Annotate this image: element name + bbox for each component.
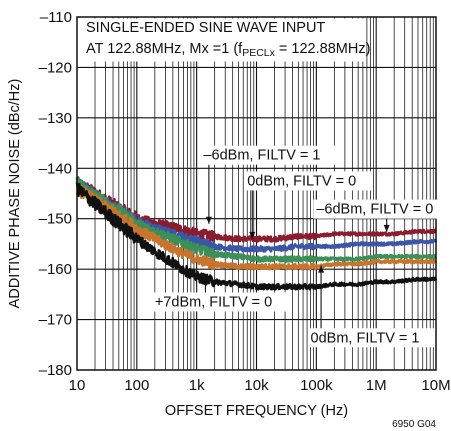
y-axis-label: ADDITIVE PHASE NOISE (dBc/Hz): [7, 79, 23, 309]
title-background: [78, 18, 364, 62]
y-tick-label: –110: [40, 9, 72, 26]
x-tick-label: 100k: [300, 377, 333, 394]
series-line-5: [75, 182, 438, 291]
y-tick-label: –170: [39, 312, 72, 329]
annotation-background: [244, 171, 372, 191]
title-line-2-subscript: PECLx: [242, 47, 275, 59]
y-tick-label: –130: [39, 110, 72, 127]
annotations: –6dBm, FILTV = 1 0dBm, FILTV = 0 –6dBm, FI…: [151, 145, 449, 348]
annotation-arrowhead: [383, 224, 390, 232]
annotation-label-2: 0dBm, FILTV = 0: [247, 173, 356, 189]
annotation-label-3: –6dBm, FILTV = 0: [316, 202, 433, 218]
x-axis-label: OFFSET FREQUENCY (Hz): [165, 403, 348, 419]
annotation-arrowhead: [202, 276, 209, 284]
y-tick-label: –140: [39, 160, 72, 177]
grid: [77, 17, 436, 370]
x-tick-label: 100: [124, 377, 149, 394]
annotation-background: [307, 328, 436, 348]
annotation-label-5: 0dBm, FILTV = 1: [311, 330, 420, 346]
y-tick-label: –160: [39, 261, 72, 278]
series-layer: [75, 176, 438, 291]
chart-title-line-1: SINGLE-ENDED SINE WAVE INPUT: [86, 20, 325, 36]
tick-labels: 10 100 1k 10k 100k 1M 10M –110 –120 –130 –140 –150 –…: [39, 9, 451, 394]
annotation-background: [151, 292, 288, 312]
y-tick-label: –180: [39, 362, 72, 379]
annotation-background: [200, 145, 337, 165]
annotation-arrowhead: [318, 265, 325, 273]
x-tick-label: 10: [69, 377, 86, 394]
chart-title-line-2: AT 122.88MHz, Mx =1 (fPECLx = 122.88MHz): [86, 41, 370, 59]
x-tick-label: 10M: [421, 377, 450, 394]
title-line-2-post: = 122.88MHz): [275, 41, 371, 57]
y-tick-label: –120: [39, 59, 72, 76]
x-tick-label: 1k: [189, 377, 205, 394]
annotation-background: [313, 199, 449, 219]
annotation-label-1: –6dBm, FILTV = 1: [203, 148, 320, 164]
series-line-4: [75, 183, 438, 271]
series-line-1: [75, 176, 438, 243]
x-tick-label: 1M: [366, 377, 387, 394]
annotation-arrowhead: [205, 216, 212, 224]
y-tick-label: –150: [39, 211, 72, 228]
annotation-label-4: +7dBm, FILTV = 0: [155, 294, 272, 310]
title-line-2-pre: AT 122.88MHz, Mx =1 (f: [86, 41, 243, 57]
annotation-arrowhead: [249, 231, 256, 239]
figure-code: 6950 G04: [392, 419, 436, 430]
plot-frame: [76, 16, 437, 371]
x-tick-label: 10k: [244, 377, 269, 394]
